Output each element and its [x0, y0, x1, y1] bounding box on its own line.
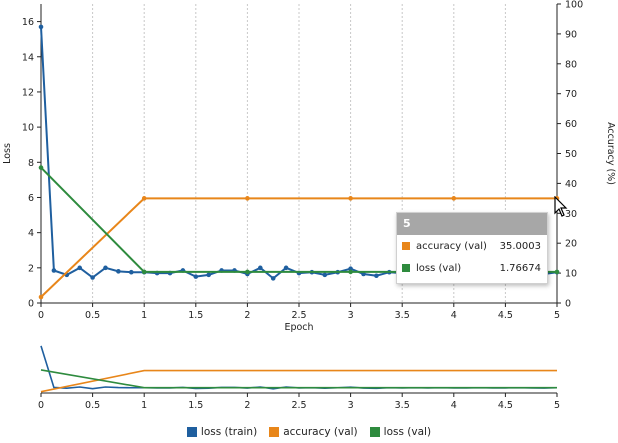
navigator-series-line: [40, 345, 558, 390]
tooltip-row-value: 1.76674: [499, 262, 541, 274]
data-point: [258, 265, 263, 271]
x-tick-label: 5: [554, 310, 560, 321]
data-point: [103, 265, 108, 271]
navigator-x-tick-label: 4: [451, 400, 457, 411]
legend-label: accuracy (val): [283, 426, 358, 438]
navigator-x-tick-label: 5: [554, 400, 560, 411]
y-right-tick-label: 0: [565, 299, 571, 310]
data-point: [206, 272, 211, 278]
legend-item-accuracy-val[interactable]: accuracy (val): [269, 426, 358, 438]
tooltip-swatch-loss-val: [402, 264, 410, 272]
x-tick-label: 1.5: [188, 310, 203, 321]
data-point: [283, 265, 289, 271]
data-point: [129, 269, 134, 275]
legend-swatch: [269, 427, 280, 437]
x-tick-label: 4: [451, 310, 457, 321]
y-right-tick-label: 40: [565, 179, 577, 190]
tooltip-row-accuracy: accuracy (val) 35.0003: [397, 235, 547, 257]
y-right-tick-label: 100: [565, 0, 583, 11]
x-tick-label: 3: [348, 310, 354, 321]
data-point: [348, 196, 353, 201]
navigator-x-tick-label: 1: [141, 400, 147, 411]
x-tick-label: 3.5: [395, 310, 410, 321]
y-left-tick-label: 0: [28, 299, 34, 310]
y-right-tick-label: 70: [565, 89, 577, 100]
data-point: [374, 273, 379, 279]
y-left-tick-label: 6: [28, 193, 34, 204]
navigator-x-tick-label: 2.5: [291, 400, 306, 411]
navigator-x-tick-label: 1.5: [188, 400, 203, 411]
legend-swatch: [369, 427, 380, 437]
data-point: [38, 294, 44, 300]
data-point: [51, 268, 57, 273]
y-right-tick-label: 50: [565, 149, 577, 160]
legend-swatch: [186, 427, 197, 437]
data-point: [116, 269, 121, 274]
navigator-x-tick-label: 3: [348, 400, 354, 411]
x-tick-label: 1: [141, 310, 147, 321]
data-point: [554, 269, 560, 275]
data-point: [348, 266, 353, 272]
mouse-pointer-icon: [554, 196, 568, 217]
tooltip-title: 5: [397, 213, 547, 235]
y-right-tick-label: 60: [565, 119, 577, 130]
navigator-series-line: [40, 369, 557, 389]
navigator-x-tick-label: 4.5: [498, 400, 513, 411]
y-left-tick-label: 16: [22, 17, 34, 28]
main-chart[interactable]: 0 0.5 1 1.5 2 2.5 3 3.5 4 4.5 50246810121416010203…: [0, 0, 618, 338]
data-point: [38, 165, 44, 170]
y-right-tick-label: 10: [565, 269, 577, 280]
x-tick-label: 2.5: [291, 310, 306, 321]
y-left-tick-label: 8: [28, 158, 34, 169]
data-point: [245, 269, 250, 275]
x-tick-label: 0: [38, 310, 44, 321]
data-point: [141, 269, 147, 275]
series-line-accuracy-val-: [40, 197, 557, 298]
navigator-x-tick-label: 0: [38, 400, 44, 411]
legend-label: loss (train): [200, 426, 258, 438]
y-left-tick-label: 10: [22, 123, 34, 134]
navigator-x-tick-label: 2: [244, 400, 250, 411]
y-right-tick-label: 20: [565, 239, 577, 250]
x-tick-label: 2: [244, 310, 250, 321]
y-left-tick-label: 2: [28, 263, 34, 274]
y-left-tick-label: 4: [28, 228, 34, 239]
legend-item-loss-val[interactable]: loss (val): [369, 426, 432, 438]
y-left-axis-title: Loss: [2, 143, 13, 164]
data-point: [322, 272, 328, 278]
legend-label: loss (val): [383, 426, 432, 438]
navigator-series-line: [40, 369, 557, 393]
y-right-axis-title: Accuracy (%): [605, 122, 616, 185]
tooltip-row-value: 35.0003: [499, 240, 541, 252]
data-point: [245, 196, 250, 201]
data-point: [451, 196, 457, 201]
navigator-x-tick-label: 0.5: [85, 400, 100, 411]
data-point: [38, 24, 44, 30]
tooltip-row-name: loss (val): [416, 262, 462, 274]
tooltip-swatch-accuracy: [402, 242, 410, 250]
data-point: [90, 275, 95, 280]
y-left-tick-label: 12: [22, 87, 34, 98]
chart-legend: loss (train) accuracy (val) loss (val): [0, 426, 618, 438]
tooltip-row-name: accuracy (val): [416, 240, 487, 252]
hover-tooltip: 5 accuracy (val) 35.0003 loss (val) 1.76…: [396, 212, 548, 284]
data-point: [141, 196, 147, 201]
navigator-chart[interactable]: 0 0.5 1 1.5 2 2.5 3 3.5 4 4.5 5: [0, 338, 618, 424]
y-left-tick-label: 14: [22, 52, 34, 63]
data-point: [270, 276, 276, 281]
x-tick-label: 0.5: [85, 310, 100, 321]
navigator-x-tick-label: 3.5: [395, 400, 410, 411]
data-point: [348, 269, 353, 275]
x-tick-label: 4.5: [498, 310, 513, 321]
y-right-tick-label: 90: [565, 29, 577, 40]
tooltip-row-loss-val: loss (val) 1.76674: [397, 257, 547, 279]
data-point: [193, 274, 199, 279]
x-axis-title: Epoch: [284, 322, 313, 333]
legend-item-loss-train[interactable]: loss (train): [186, 426, 258, 438]
y-right-tick-label: 80: [565, 59, 577, 70]
y-right-tick-label: 30: [565, 209, 577, 220]
data-point: [77, 265, 82, 271]
